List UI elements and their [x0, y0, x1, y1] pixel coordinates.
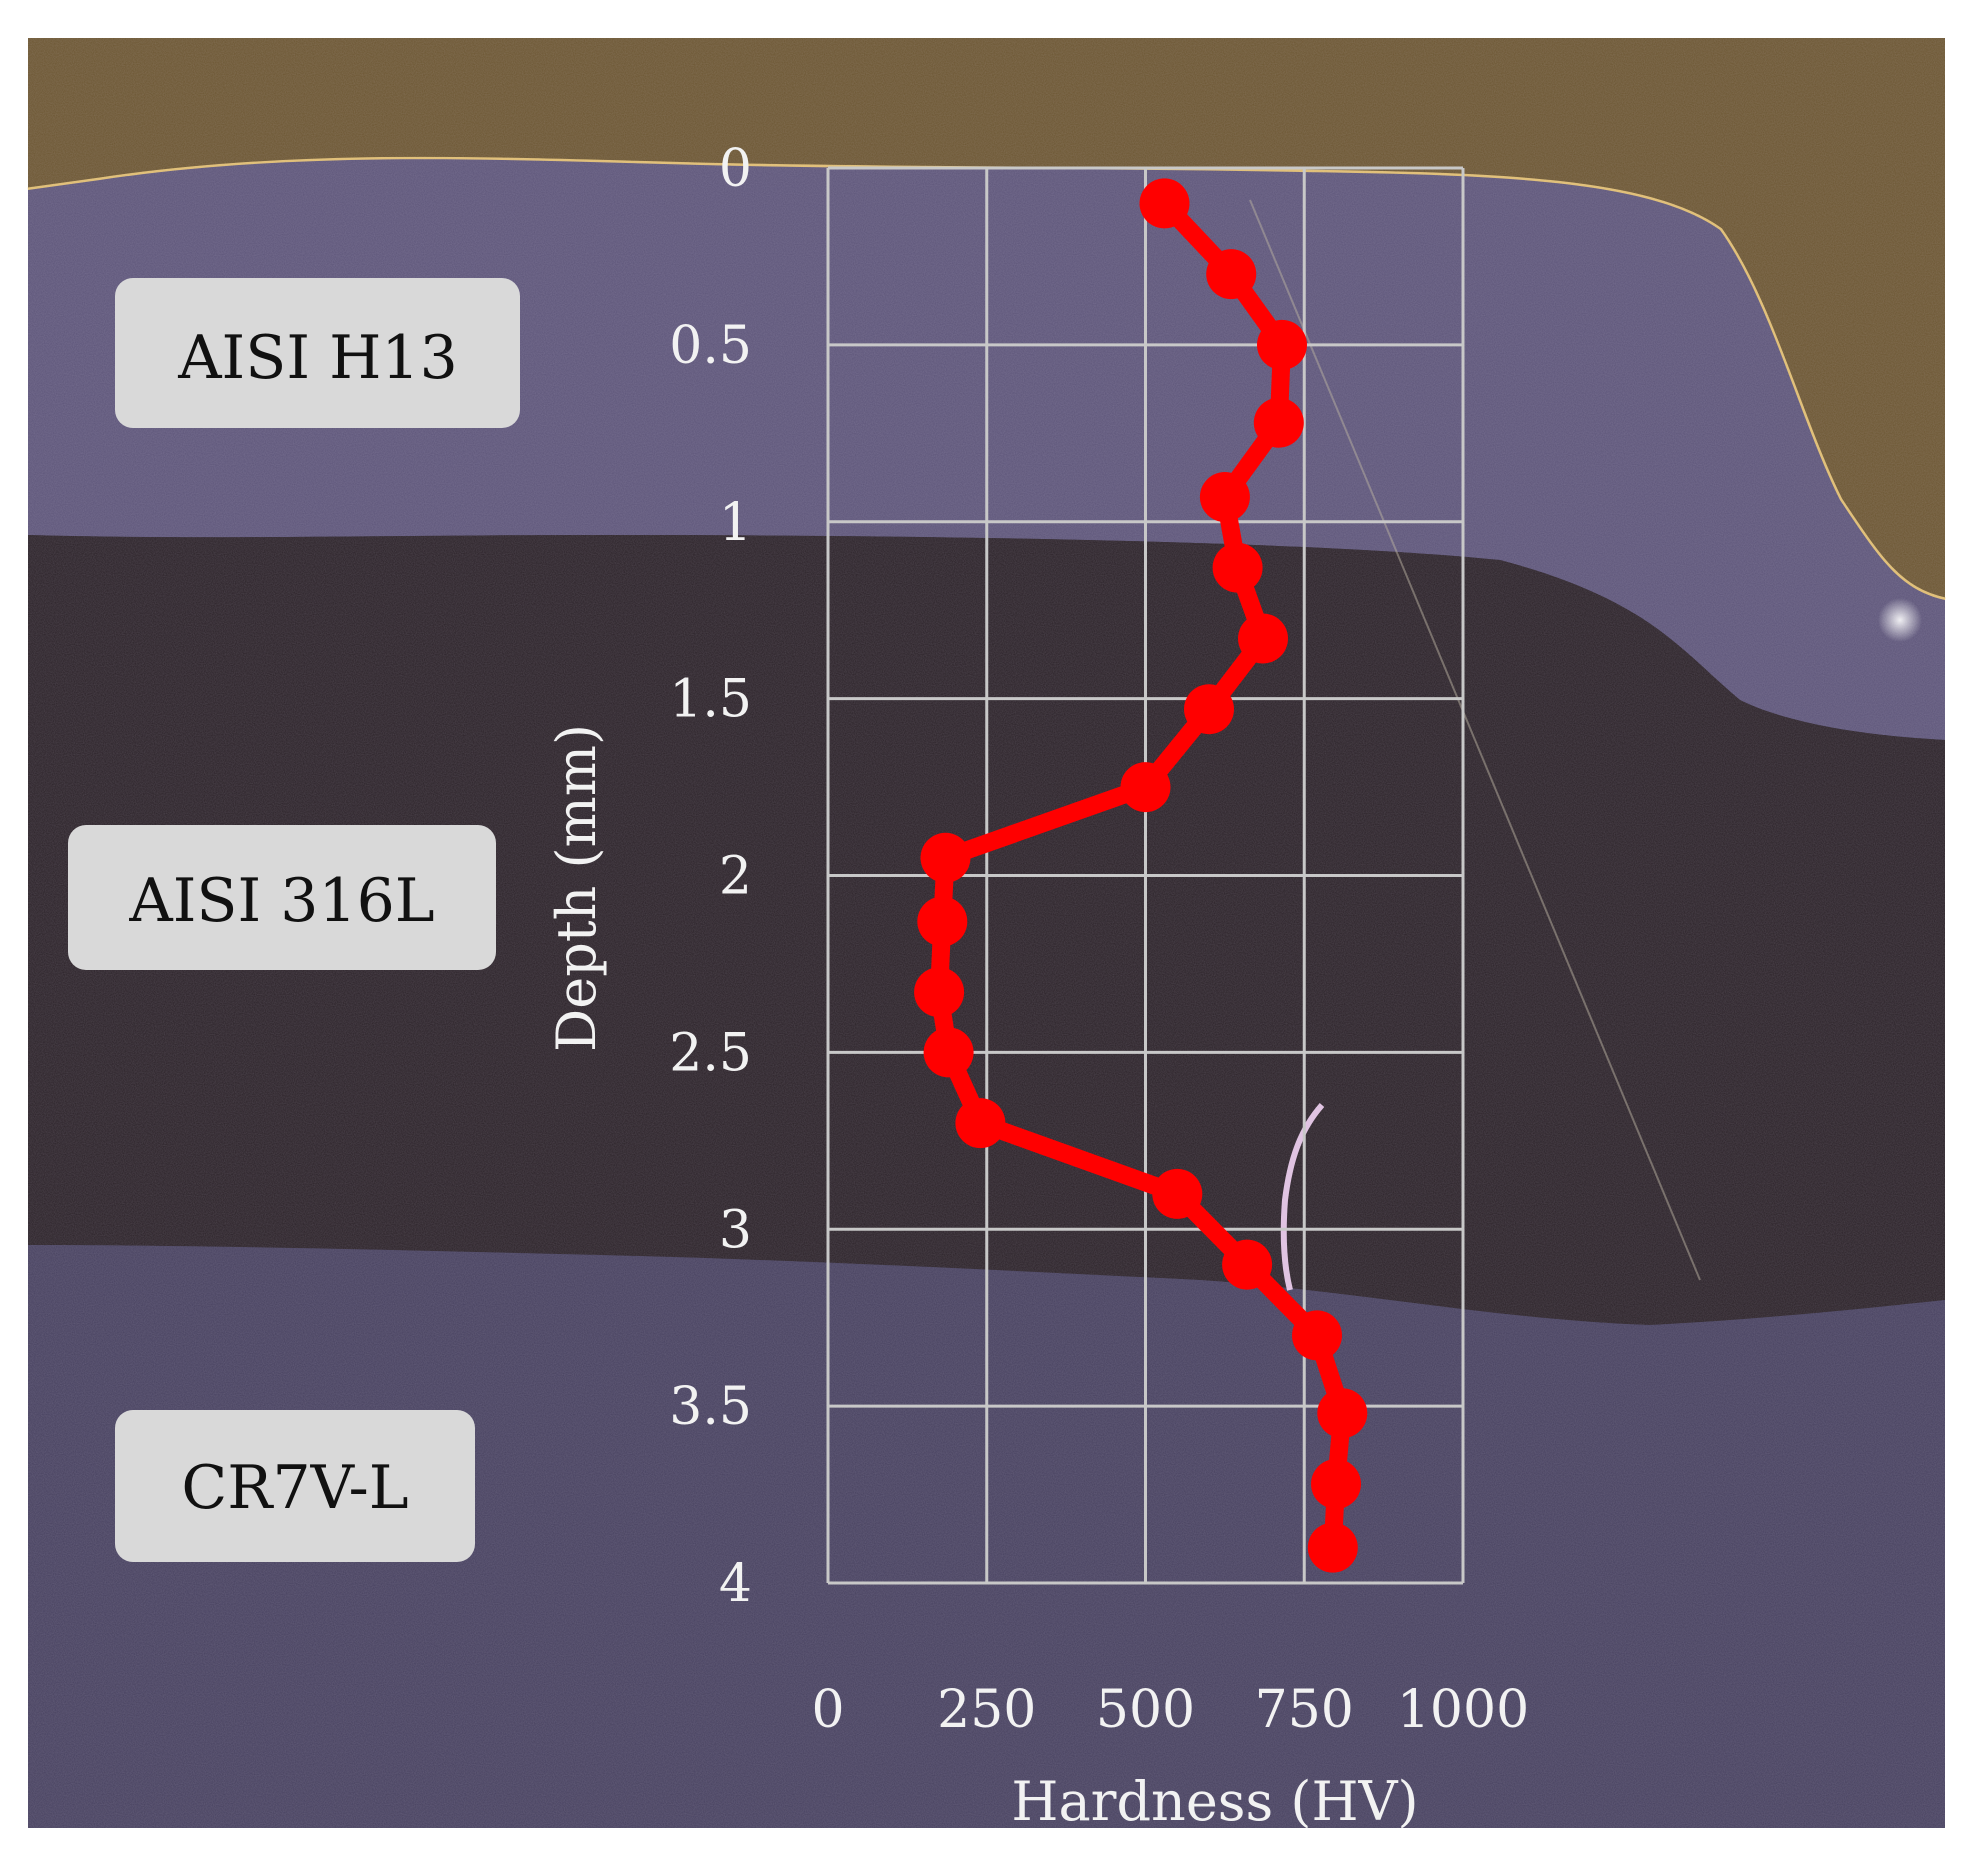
- x-axis-label: Hardness (HV): [1011, 1770, 1418, 1833]
- y-tick-label: 1: [719, 493, 752, 553]
- bright-spot: [1878, 598, 1922, 642]
- data-point: [1257, 319, 1307, 370]
- data-point: [1184, 684, 1234, 735]
- x-tick-label: 750: [1255, 1680, 1354, 1740]
- layer-label-cr7v-text: CR7V-L: [181, 1453, 408, 1523]
- layer-label-316l-text: AISI 316L: [128, 866, 434, 936]
- pink-streak: [1280, 1103, 1325, 1291]
- x-tick-label: 500: [1096, 1680, 1195, 1740]
- y-tick-label: 0: [719, 139, 752, 199]
- layer-label-h13-text: AISI H13: [177, 323, 458, 393]
- data-point: [1152, 1168, 1203, 1219]
- data-point: [1139, 178, 1190, 229]
- data-point: [1206, 249, 1257, 300]
- y-tick-label: 0.5: [669, 316, 752, 376]
- scratch-line: [1249, 199, 1701, 1281]
- x-tick-label: 1000: [1397, 1680, 1529, 1740]
- data-point: [920, 832, 971, 883]
- data-point: [1307, 1522, 1358, 1573]
- layer-label-316l: AISI 316L: [68, 825, 496, 970]
- data-point: [917, 896, 968, 947]
- x-tick-label: 0: [811, 1680, 844, 1740]
- layer-label-cr7v-box: [115, 1410, 475, 1562]
- layer-label-h13: AISI H13: [115, 278, 520, 428]
- y-tick-label: 1.5: [669, 670, 752, 730]
- data-point: [1222, 1239, 1273, 1290]
- y-tick-labels: 0 0.5 1 1.5 2 2.5 3 3.5 4: [669, 139, 752, 1614]
- data-point: [1311, 1459, 1361, 1509]
- y-tick-label: 4: [719, 1554, 752, 1614]
- y-axis-label: Depth (mm): [545, 724, 608, 1052]
- data-point: [1292, 1310, 1342, 1361]
- layer-label-cr7v: CR7V-L: [115, 1410, 475, 1562]
- layer-label-h13-box: [115, 278, 520, 428]
- data-point: [1253, 397, 1304, 448]
- data-point: [914, 967, 965, 1018]
- x-tick-labels: 0 250 500 750 1000: [811, 1680, 1529, 1740]
- y-tick-label: 2: [719, 847, 752, 907]
- data-point: [1212, 542, 1263, 593]
- data-point: [923, 1027, 974, 1078]
- x-tick-label: 250: [937, 1680, 1036, 1740]
- data-point: [955, 1098, 1006, 1149]
- data-point: [1199, 472, 1250, 522]
- data-point: [1120, 762, 1171, 813]
- data-point: [1238, 613, 1288, 664]
- y-tick-label: 2.5: [669, 1023, 752, 1083]
- y-tick-label: 3: [719, 1200, 752, 1260]
- data-point: [1317, 1388, 1368, 1439]
- layer-label-316l-box: [68, 825, 496, 970]
- y-tick-label: 3.5: [669, 1377, 752, 1437]
- hardness-series: [914, 178, 1368, 1573]
